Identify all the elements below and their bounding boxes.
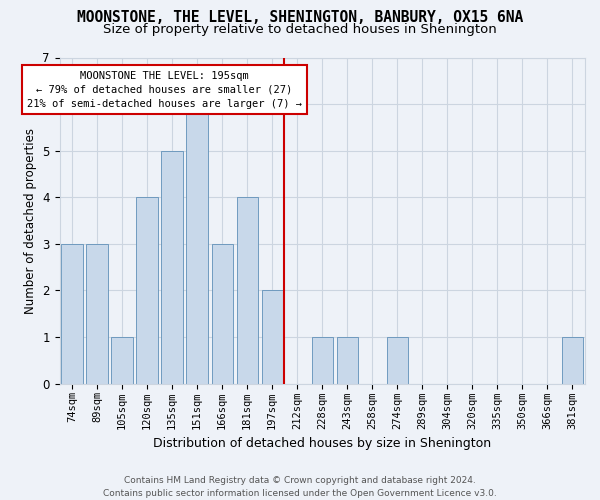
Bar xyxy=(212,244,233,384)
Text: MOONSTONE, THE LEVEL, SHENINGTON, BANBURY, OX15 6NA: MOONSTONE, THE LEVEL, SHENINGTON, BANBUR… xyxy=(77,10,523,25)
Bar xyxy=(236,197,258,384)
Bar xyxy=(161,150,183,384)
Bar xyxy=(386,337,408,384)
Text: Size of property relative to detached houses in Shenington: Size of property relative to detached ho… xyxy=(103,22,497,36)
Bar xyxy=(311,337,333,384)
Bar xyxy=(136,197,158,384)
Text: MOONSTONE THE LEVEL: 195sqm
← 79% of detached houses are smaller (27)
21% of sem: MOONSTONE THE LEVEL: 195sqm ← 79% of det… xyxy=(27,70,302,108)
Bar xyxy=(112,337,133,384)
Y-axis label: Number of detached properties: Number of detached properties xyxy=(24,128,37,314)
Bar xyxy=(187,104,208,384)
X-axis label: Distribution of detached houses by size in Shenington: Distribution of detached houses by size … xyxy=(153,437,491,450)
Bar xyxy=(562,337,583,384)
Bar xyxy=(337,337,358,384)
Text: Contains HM Land Registry data © Crown copyright and database right 2024.
Contai: Contains HM Land Registry data © Crown c… xyxy=(103,476,497,498)
Bar xyxy=(86,244,107,384)
Bar xyxy=(262,290,283,384)
Bar xyxy=(61,244,83,384)
